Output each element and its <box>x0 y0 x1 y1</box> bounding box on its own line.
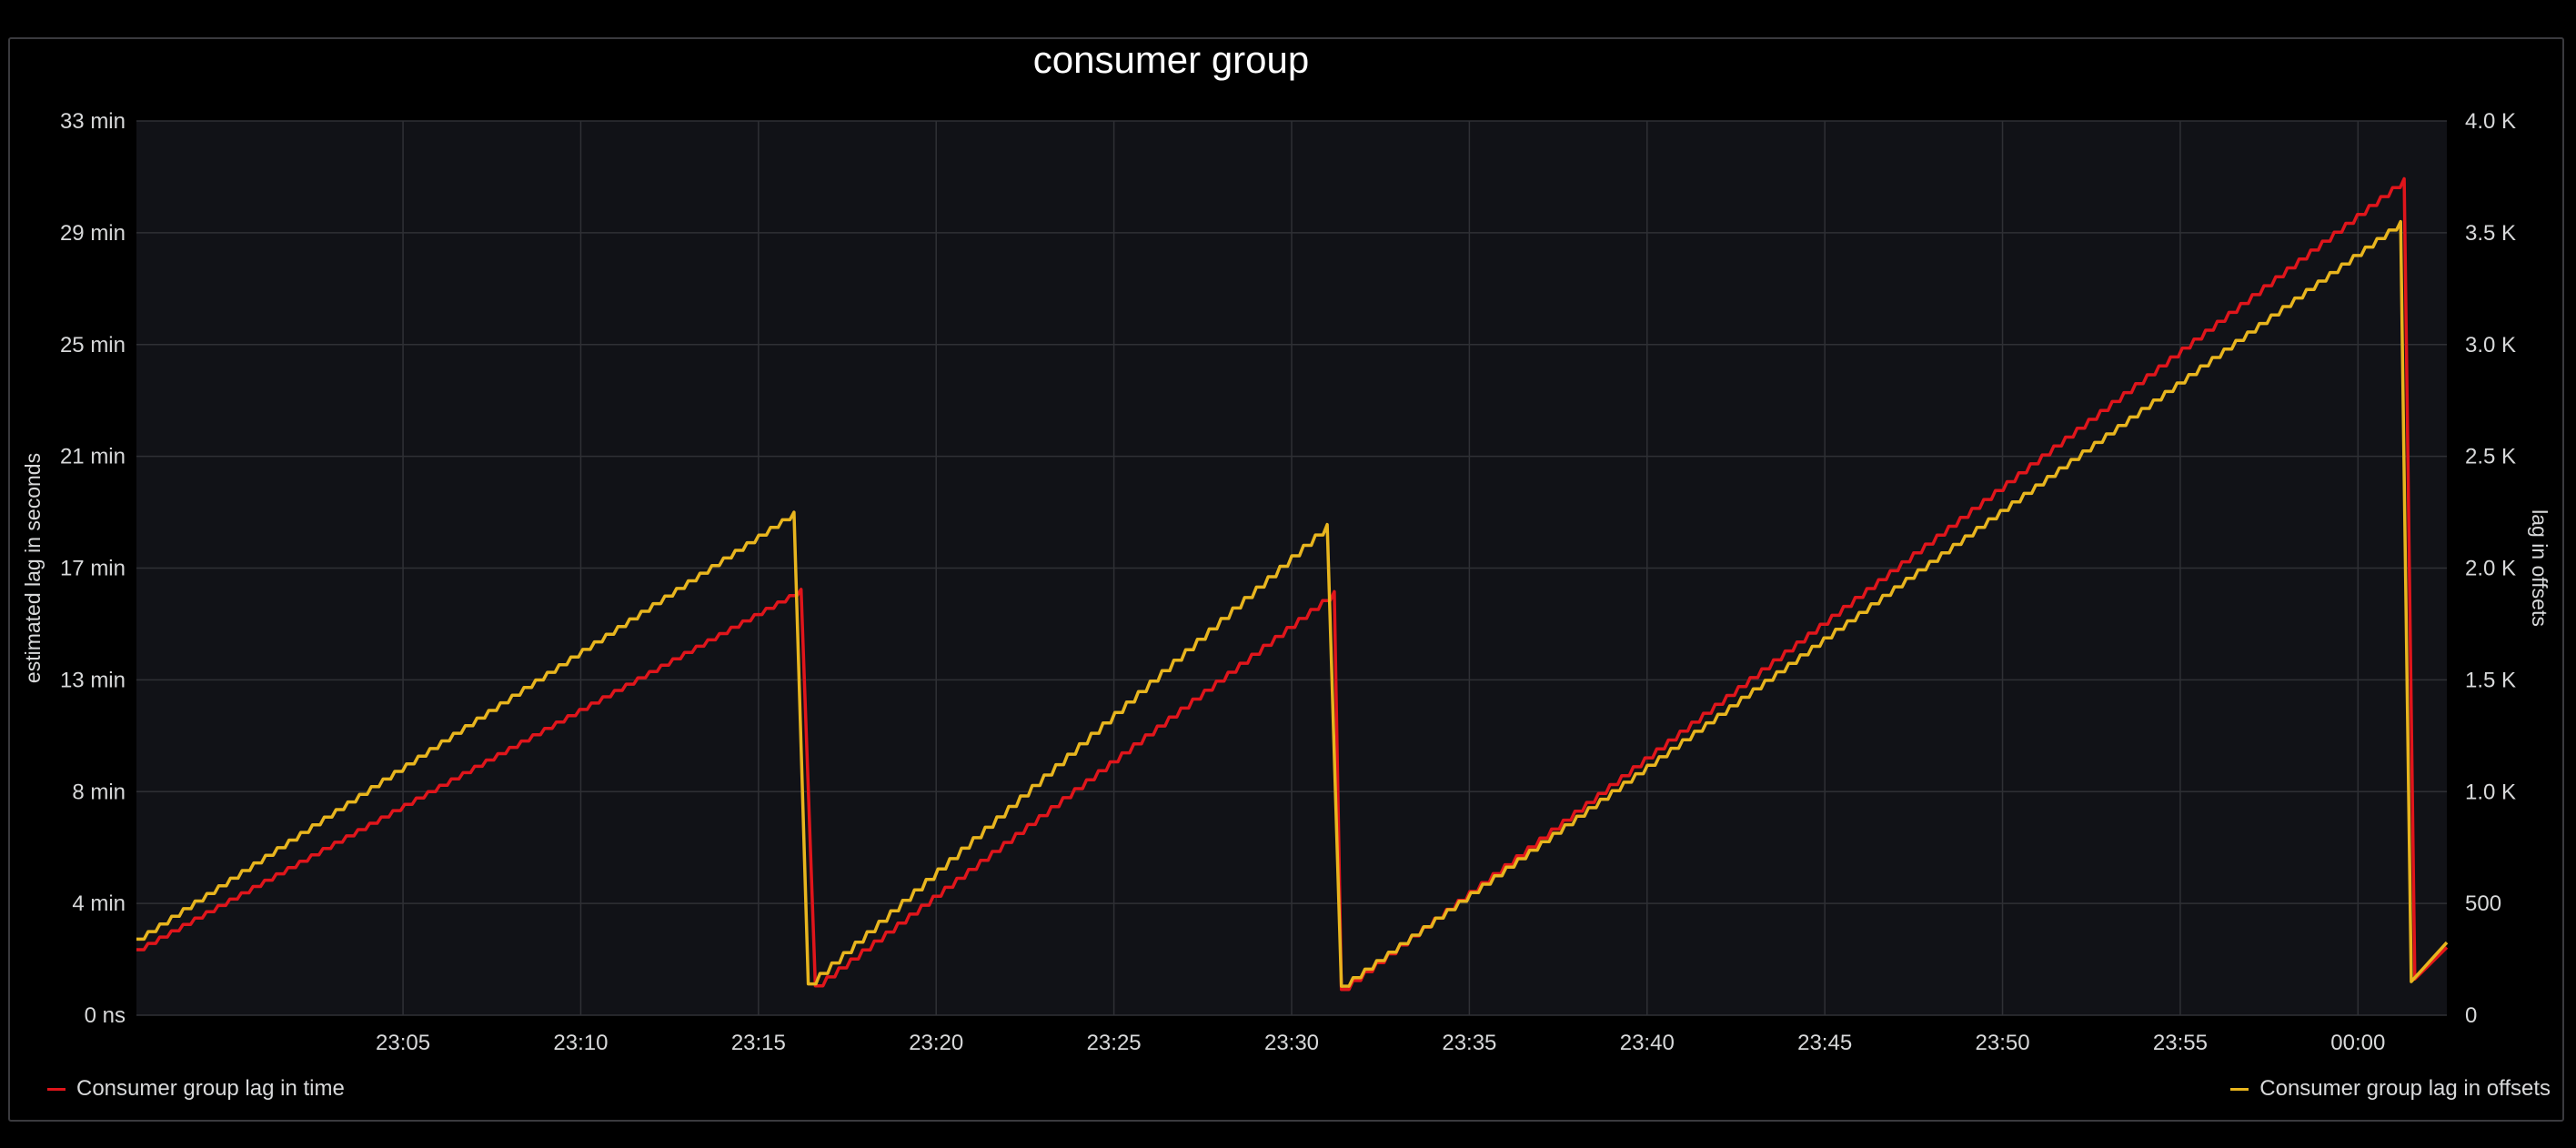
legend-label-time: Consumer group lag in time <box>76 1076 345 1101</box>
right-tick-label: 0 <box>2465 1003 2477 1028</box>
left-tick-label: 17 min <box>60 557 126 581</box>
x-tick-label: 00:00 <box>2330 1031 2385 1055</box>
legend-swatch-offsets <box>2230 1087 2249 1091</box>
right-axis-title: lag in offsets <box>2528 509 2551 627</box>
left-axis-title: estimated lag in seconds <box>21 453 45 683</box>
left-tick-label: 4 min <box>72 891 126 916</box>
left-tick-label: 0 ns <box>85 1003 126 1028</box>
x-tick-label: 23:40 <box>1620 1031 1675 1055</box>
x-tick-label: 23:10 <box>553 1031 608 1055</box>
x-tick-label: 23:20 <box>909 1031 963 1055</box>
right-tick-label: 2.5 K <box>2465 445 2516 469</box>
grid-lines <box>136 120 2447 1016</box>
x-tick-label: 23:55 <box>2153 1031 2208 1055</box>
legend-item-offsets[interactable]: Consumer group lag in offsets <box>2230 1076 2551 1102</box>
right-tick-label: 4.0 K <box>2465 109 2516 134</box>
legend-swatch-time <box>47 1087 65 1091</box>
left-tick-label: 13 min <box>60 668 126 692</box>
right-tick-label: 1.0 K <box>2465 780 2516 804</box>
left-tick-label: 33 min <box>60 109 126 134</box>
series-line-offsets <box>136 219 2449 988</box>
left-tick-label: 25 min <box>60 333 126 357</box>
x-tick-label: 23:15 <box>731 1031 786 1055</box>
legend-label-offsets: Consumer group lag in offsets <box>2259 1076 2551 1101</box>
left-tick-label: 8 min <box>72 780 126 804</box>
x-tick-label: 23:05 <box>376 1031 430 1055</box>
x-axis-ticks: 23:05 23:10 23:15 23:20 23:25 23:30 23:35 23:40… <box>376 1031 2385 1055</box>
series-line-time <box>136 176 2449 992</box>
legend-item-time[interactable]: Consumer group lag in time <box>47 1076 345 1102</box>
left-tick-label: 21 min <box>60 445 126 469</box>
right-tick-label: 1.5 K <box>2465 668 2516 692</box>
x-tick-label: 23:25 <box>1087 1031 1142 1055</box>
right-axis-ticks: 0 500 1.0 K 1.5 K 2.0 K 2.5 K 3.0 K 3.5 K 4.0 K <box>2465 109 2516 1028</box>
x-tick-label: 23:30 <box>1264 1031 1319 1055</box>
x-tick-label: 23:50 <box>1976 1031 2030 1055</box>
series-lines <box>136 176 2449 992</box>
right-tick-label: 3.0 K <box>2465 333 2516 357</box>
left-axis-ticks: 0 ns 4 min 8 min 13 min 17 min 21 min 25 min 29… <box>60 109 126 1028</box>
right-tick-label: 3.5 K <box>2465 221 2516 246</box>
x-tick-label: 23:45 <box>1797 1031 1852 1055</box>
chart-title: consumer group <box>1032 38 1310 81</box>
right-tick-label: 2.0 K <box>2465 557 2516 581</box>
right-tick-label: 500 <box>2465 891 2501 916</box>
left-tick-label: 29 min <box>60 221 126 246</box>
x-tick-label: 23:35 <box>1442 1031 1496 1055</box>
